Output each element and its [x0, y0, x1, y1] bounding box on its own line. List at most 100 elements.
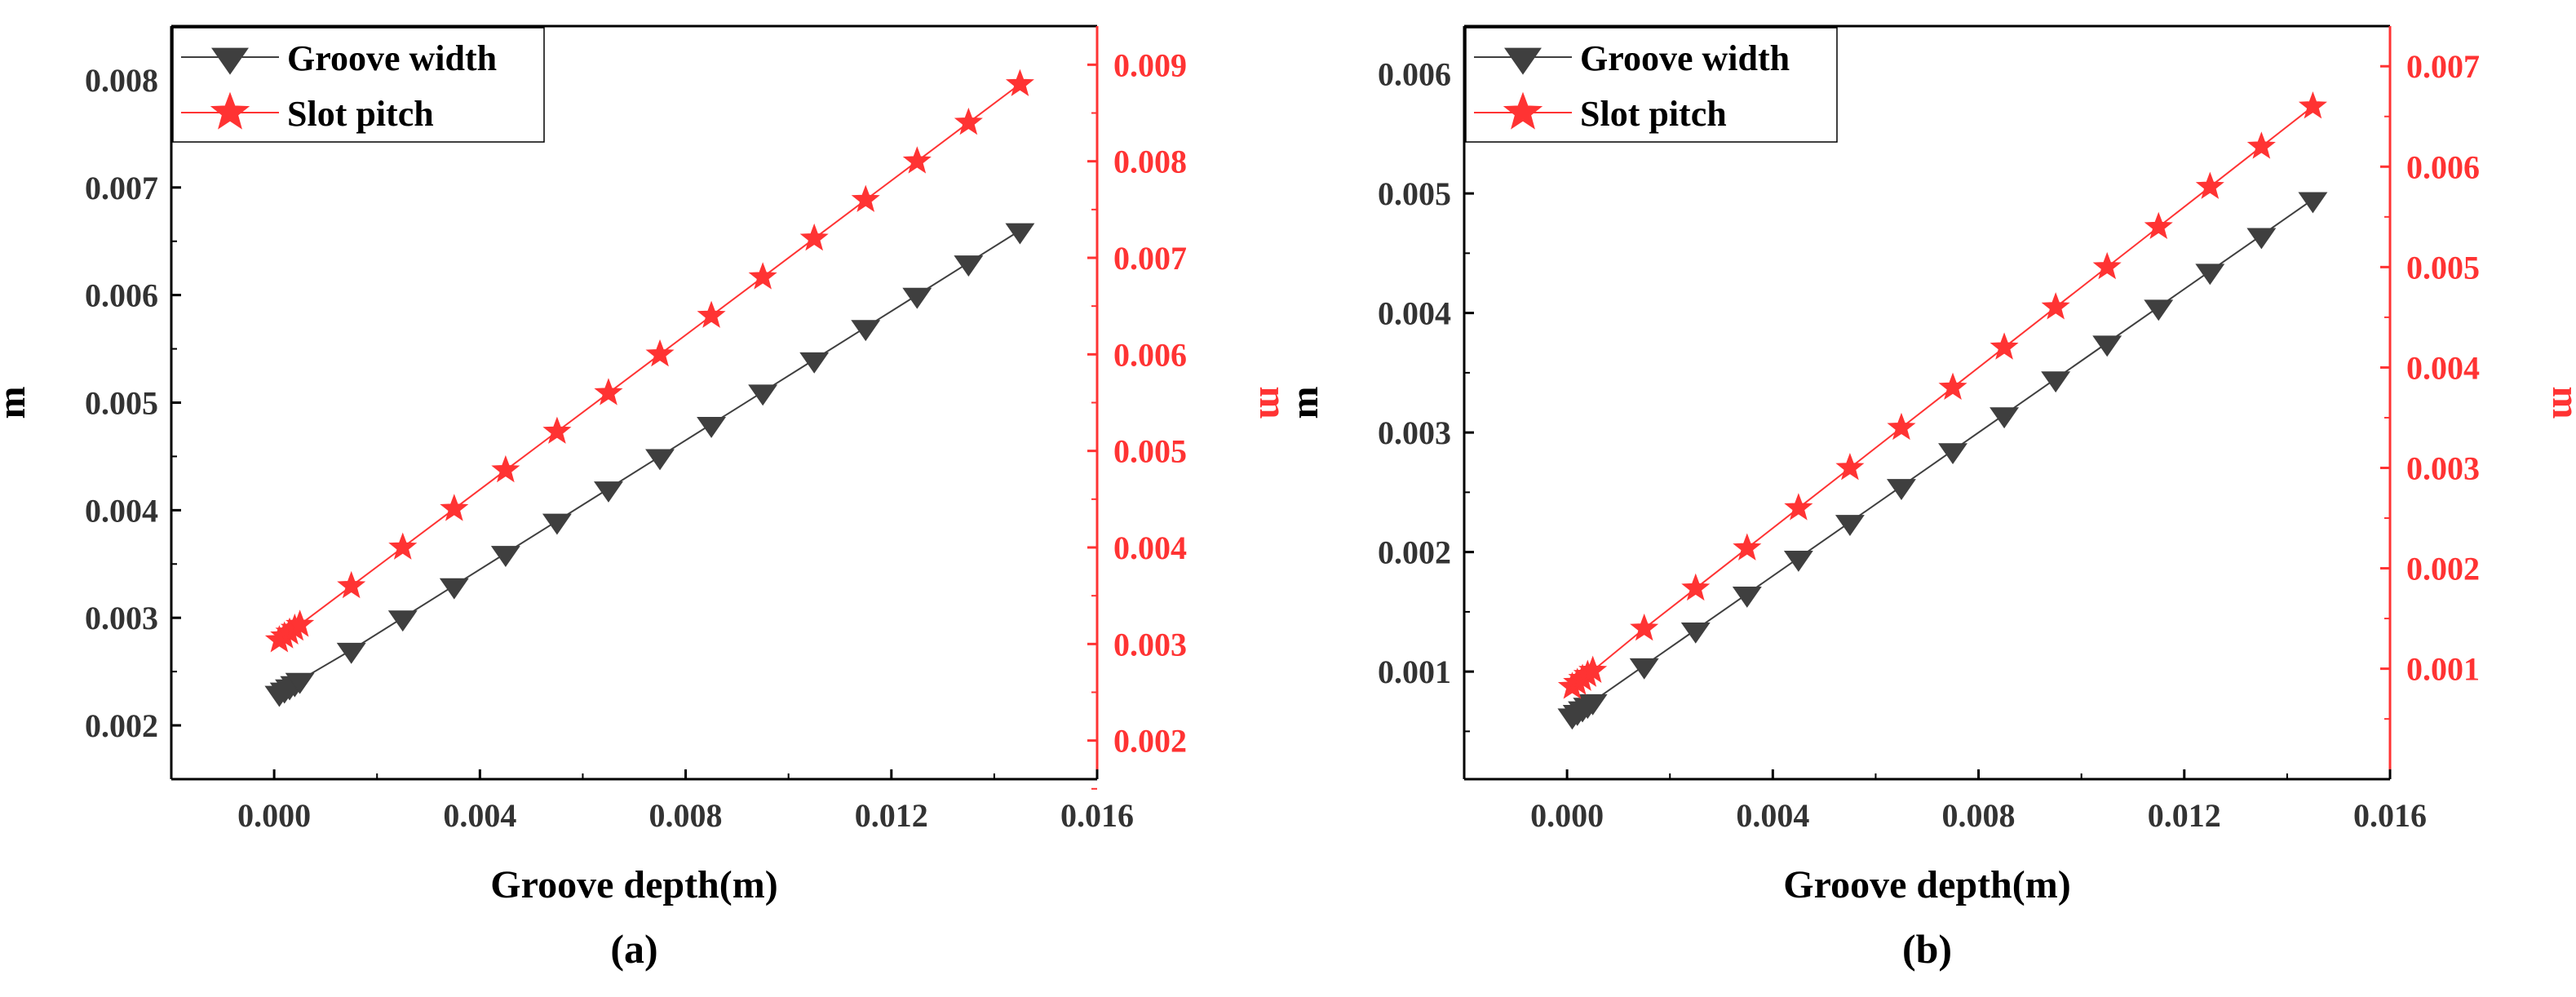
data-point-groove-width — [439, 578, 469, 600]
y-left-tick-label: 0.003 — [1378, 414, 1451, 451]
data-point-slot-pitch — [2246, 131, 2276, 159]
panel-caption: (b) — [1902, 926, 1952, 972]
data-point-groove-width — [1887, 479, 1916, 500]
panel-a: 0.000 0.004 0.008 0.012 0.016 0.002 0.003 0.004… — [0, 24, 1295, 972]
data-point-slot-pitch — [1578, 655, 1608, 683]
data-point-slot-pitch — [491, 454, 520, 483]
data-point-slot-pitch — [285, 609, 315, 637]
data-point-slot-pitch — [440, 494, 469, 521]
y-right-tick-label: 0.008 — [1113, 144, 1187, 180]
data-point-slot-pitch — [2298, 91, 2327, 119]
y-right-tick-label: 0.004 — [2406, 349, 2480, 386]
y-right-tick-label: 0.001 — [2406, 651, 2480, 688]
data-point-slot-pitch — [2195, 171, 2224, 199]
data-point-groove-width — [2092, 335, 2122, 357]
data-point-slot-pitch — [2092, 251, 2122, 280]
y-left-tick-label: 0.003 — [85, 600, 158, 636]
data-point-slot-pitch — [388, 532, 418, 560]
y-right-axis-title: m — [1251, 387, 1295, 419]
data-point-slot-pitch — [1938, 372, 1967, 400]
data-point-slot-pitch — [1005, 69, 1034, 96]
data-point-slot-pitch — [337, 570, 366, 599]
data-point-groove-width — [285, 672, 315, 694]
legend-label: Slot pitch — [1580, 94, 1727, 134]
x-axis-title: Groove depth(m) — [1783, 863, 2070, 906]
x-tick-label: 0.008 — [1942, 797, 2016, 834]
data-point-groove-width — [1938, 443, 1967, 465]
data-point-groove-width — [1835, 515, 1865, 536]
y-right-tick-label: 0.007 — [2406, 48, 2480, 85]
y-right-axis-title: m — [2544, 387, 2576, 419]
x-axis-title: Groove depth(m) — [490, 863, 777, 906]
legend-label: Groove width — [287, 38, 497, 78]
x-tick-label: 0.004 — [443, 797, 516, 834]
y-right-tick-label: 0.006 — [2406, 148, 2480, 185]
data-point-slot-pitch — [594, 378, 623, 405]
y-left-tick-label: 0.006 — [85, 277, 158, 314]
data-point-slot-pitch — [954, 107, 983, 135]
y-right-tick-label: 0.009 — [1113, 47, 1187, 83]
y-left-tick-label: 0.005 — [85, 385, 158, 422]
data-point-groove-width — [1578, 693, 1608, 716]
y-left-tick-label: 0.008 — [85, 62, 158, 99]
data-point-groove-width — [1990, 407, 2020, 429]
y-right-tick-label: 0.002 — [1113, 723, 1187, 760]
y-left-tick-label: 0.007 — [85, 170, 158, 206]
legend-marker-star-icon — [210, 91, 250, 130]
legend-marker-triangle-icon — [211, 47, 249, 75]
legend-label: Groove width — [1580, 38, 1790, 78]
data-point-groove-width — [2195, 264, 2225, 286]
data-point-groove-width — [594, 481, 623, 503]
data-point-groove-width — [542, 513, 572, 535]
data-point-groove-width — [954, 255, 984, 277]
data-point-slot-pitch — [851, 184, 880, 212]
panel-caption: (a) — [610, 926, 657, 972]
y-left-tick-label: 0.001 — [1378, 654, 1451, 690]
data-point-groove-width — [2298, 192, 2328, 214]
data-point-groove-width — [1732, 586, 1762, 608]
y-right-tick-label: 0.003 — [2406, 450, 2480, 486]
data-point-groove-width — [387, 610, 418, 632]
y-right-tick-label: 0.005 — [1113, 433, 1187, 470]
data-point-groove-width — [336, 642, 366, 664]
data-point-groove-width — [902, 287, 932, 309]
legend-label: Slot pitch — [287, 94, 434, 134]
data-point-slot-pitch — [1990, 332, 2019, 360]
data-point-slot-pitch — [2144, 211, 2173, 240]
data-point-groove-width — [490, 546, 520, 568]
data-point-groove-width — [645, 449, 675, 471]
data-point-groove-width — [851, 320, 881, 342]
data-point-slot-pitch — [2041, 292, 2070, 320]
data-point-slot-pitch — [542, 416, 572, 444]
data-point-groove-width — [2246, 228, 2277, 250]
y-right-tick-label: 0.004 — [1113, 530, 1187, 566]
data-point-groove-width — [799, 352, 830, 374]
data-point-groove-width — [1005, 223, 1035, 245]
data-point-groove-width — [697, 416, 727, 438]
panel-b: 0.000 0.004 0.008 0.012 0.016 0.001 0.002 0.003… — [1283, 24, 2576, 972]
y-left-tick-label: 0.004 — [85, 492, 158, 529]
x-tick-label: 0.012 — [2148, 797, 2221, 834]
data-point-groove-width — [2041, 371, 2071, 393]
data-point-slot-pitch — [1733, 533, 1762, 561]
y-left-tick-label: 0.006 — [1378, 56, 1451, 93]
y-left-axis-title: m — [0, 386, 33, 419]
data-point-slot-pitch — [1681, 573, 1711, 601]
data-point-groove-width — [748, 384, 778, 406]
y-right-tick-label: 0.005 — [2406, 249, 2480, 286]
y-right-tick-label: 0.003 — [1113, 626, 1187, 662]
data-point-slot-pitch — [1835, 453, 1865, 481]
x-tick-label: 0.000 — [237, 797, 311, 834]
legend-marker-triangle-icon — [1504, 47, 1542, 75]
y-left-axis-title: m — [1283, 386, 1326, 419]
x-tick-label: 0.012 — [855, 797, 928, 834]
x-tick-label: 0.000 — [1530, 797, 1604, 834]
legend-marker-star-icon — [1503, 91, 1543, 130]
y-left-tick-label: 0.004 — [1378, 295, 1451, 332]
y-left-tick-label: 0.002 — [85, 707, 158, 744]
data-point-groove-width — [2144, 299, 2174, 321]
data-point-slot-pitch — [1887, 412, 1916, 441]
y-left-tick-label: 0.005 — [1378, 175, 1451, 212]
data-point-slot-pitch — [697, 300, 726, 328]
